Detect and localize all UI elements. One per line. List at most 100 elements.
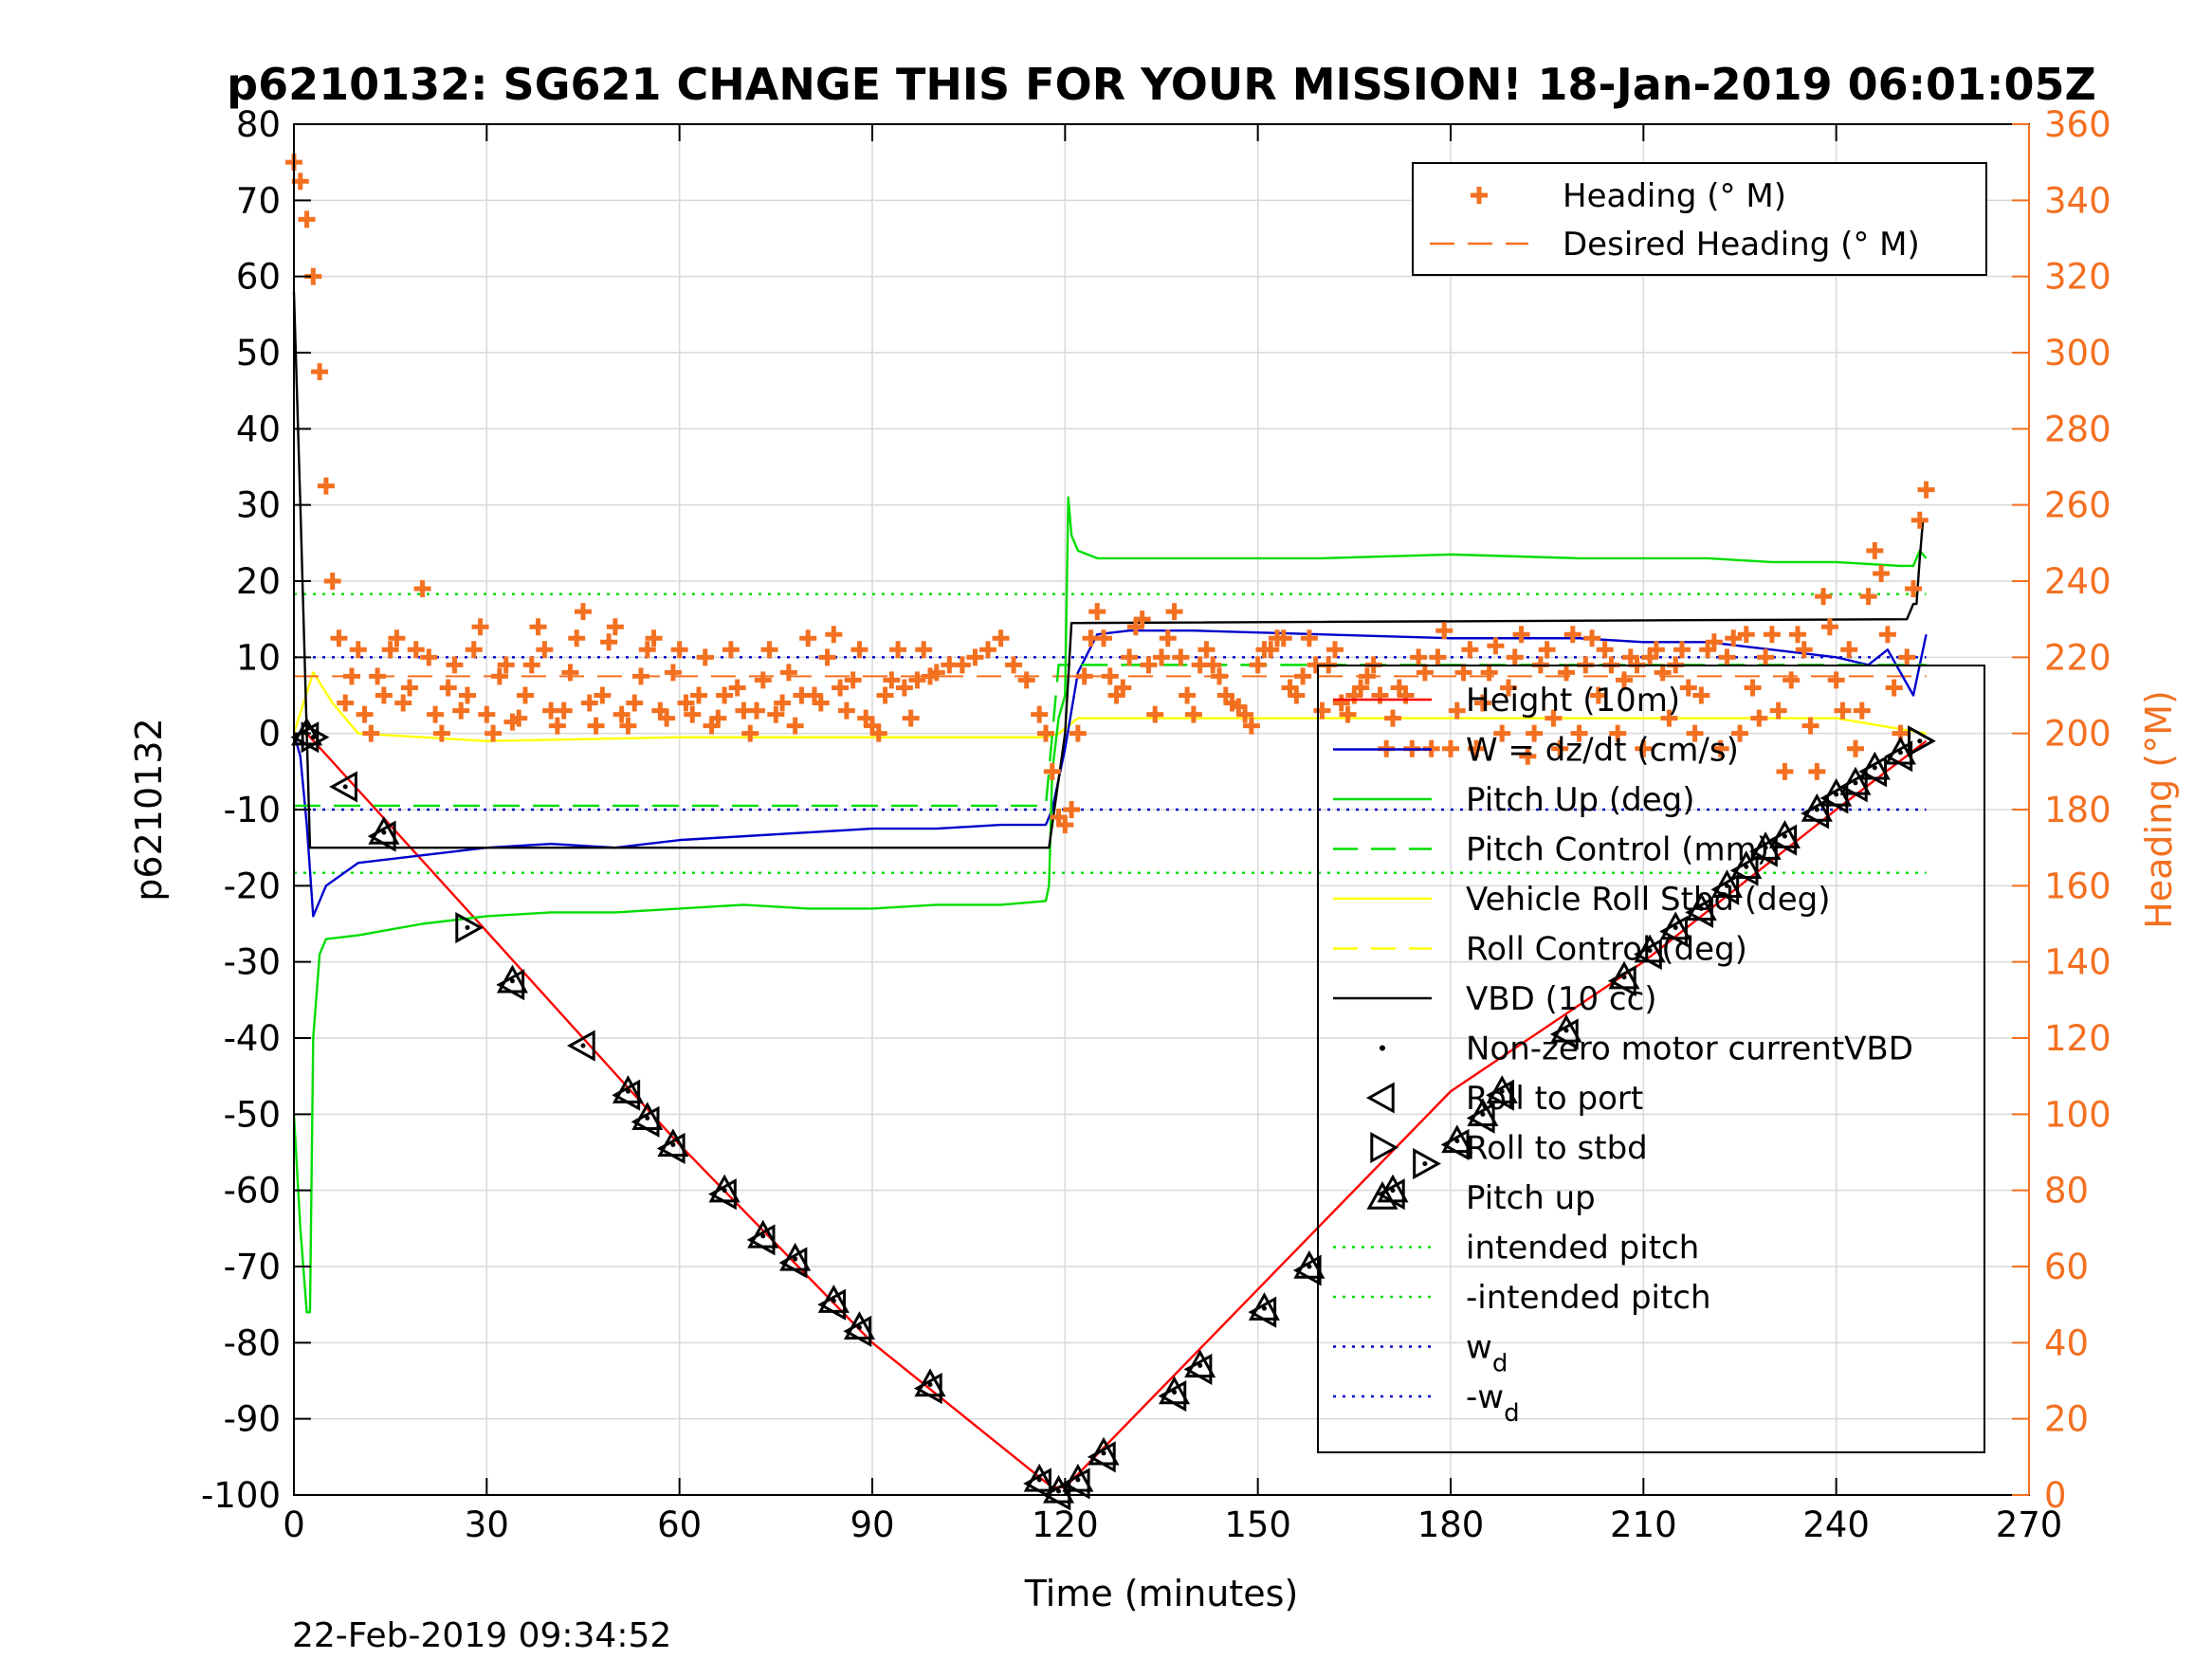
marker-left xyxy=(1466,1102,1495,1134)
heading-point xyxy=(317,477,335,495)
x-tick-label: 240 xyxy=(1802,1504,1870,1545)
heading-point xyxy=(1146,705,1164,723)
y-tick-label-left: 70 xyxy=(236,180,281,221)
x-tick-label: 30 xyxy=(465,1504,509,1545)
heading-point xyxy=(1782,671,1801,689)
heading-point xyxy=(1358,667,1376,685)
motor-current-dot xyxy=(856,1324,862,1330)
heading-point xyxy=(908,671,926,689)
marker-left xyxy=(290,721,320,754)
motor-current-dot xyxy=(1782,833,1787,839)
heading-point xyxy=(1184,705,1202,723)
y-axis-label-left: p6210132 xyxy=(128,718,170,901)
legend-label: Heading (° M) xyxy=(1563,177,1786,215)
heading-point xyxy=(1031,705,1049,723)
heading-point xyxy=(1609,724,1627,742)
motor-current-dot xyxy=(1897,750,1903,756)
marker-up xyxy=(1366,1180,1398,1210)
motor-current-dot xyxy=(1454,1138,1460,1143)
heading-point xyxy=(1563,626,1581,644)
heading-point xyxy=(452,702,470,720)
heading-point xyxy=(522,656,540,674)
heading-point xyxy=(760,641,778,659)
motor-current-dot xyxy=(1075,1477,1081,1483)
heading-point xyxy=(1878,626,1896,644)
heading-point xyxy=(1776,762,1794,780)
marker-left xyxy=(566,1030,595,1062)
y-tick-label-right: 180 xyxy=(2044,790,2111,830)
heading-point xyxy=(741,724,759,742)
heading-point xyxy=(626,694,644,712)
heading-point xyxy=(465,641,483,659)
heading-point xyxy=(1815,588,1833,606)
y-tick-label-right: 20 xyxy=(2044,1399,2089,1440)
heading-point xyxy=(1133,611,1151,629)
heading-point xyxy=(1005,656,1023,674)
axis-ticks: 0 30 60 90 120 150 180 210 240 270-100-90-80-70-6… xyxy=(201,104,2111,1545)
heading-point xyxy=(1808,762,1826,780)
heading-point xyxy=(1288,686,1306,704)
heading-point xyxy=(1526,724,1544,742)
motor-current-dot xyxy=(1763,845,1768,850)
heading-point xyxy=(1075,667,1093,685)
heading-point xyxy=(311,363,329,381)
heading-point xyxy=(779,664,797,682)
motor-current-dot xyxy=(1834,792,1839,797)
heading-point xyxy=(1873,564,1891,582)
heading-point xyxy=(323,573,341,590)
heading-point xyxy=(1487,637,1505,655)
heading-point xyxy=(658,709,676,727)
legend-label: W = dz/dt (cm/s) xyxy=(1466,732,1739,770)
motor-current-dot xyxy=(1422,1161,1428,1167)
heading-point xyxy=(1847,739,1864,757)
heading-point xyxy=(915,641,933,659)
series-vbd-10-cc- xyxy=(292,291,1927,849)
marker-left xyxy=(1087,1441,1116,1473)
heading-point xyxy=(375,686,393,704)
heading-point xyxy=(1596,641,1614,659)
heading-point xyxy=(850,641,868,659)
marker-left xyxy=(496,969,525,1001)
y-tick-label-left: 80 xyxy=(236,104,281,145)
heading-point xyxy=(774,694,792,712)
heading-point xyxy=(1910,511,1929,529)
heading-point xyxy=(1827,671,1845,689)
heading-point xyxy=(1558,664,1575,682)
y-tick-label-left: -50 xyxy=(224,1094,281,1135)
heading-point xyxy=(1211,667,1228,685)
heading-point xyxy=(664,664,682,682)
heading-point xyxy=(709,709,727,727)
heading-point xyxy=(407,641,425,659)
heading-point xyxy=(330,629,348,647)
heading-point xyxy=(548,717,566,735)
heading-point xyxy=(381,641,399,659)
legend-label: Non-zero motor currentVBD xyxy=(1466,1030,1913,1068)
heading-point xyxy=(1820,618,1838,636)
marker-left xyxy=(1838,771,1868,803)
heading-point xyxy=(1442,739,1459,757)
y-tick-label-right: 260 xyxy=(2044,485,2111,526)
heading-point xyxy=(1538,641,1556,659)
heading-point xyxy=(684,705,702,723)
heading-point xyxy=(645,629,663,647)
legend-label: Pitch Up (deg) xyxy=(1466,781,1694,819)
marker-left xyxy=(1023,1468,1051,1500)
y-tick-label-right: 100 xyxy=(2044,1094,2111,1135)
heading-point xyxy=(632,667,649,685)
y-tick-label-right: 220 xyxy=(2044,637,2111,678)
heading-point xyxy=(953,656,971,674)
motor-current-dot xyxy=(1056,1488,1062,1494)
y-tick-label-right: 120 xyxy=(2044,1018,2111,1059)
marker-left xyxy=(1248,1296,1277,1328)
x-tick-label: 60 xyxy=(657,1504,702,1545)
heading-point xyxy=(1635,739,1653,757)
x-tick-label: 90 xyxy=(850,1504,894,1545)
heading-point xyxy=(1172,648,1190,666)
motor-current-dot xyxy=(1101,1450,1106,1456)
y-axis-label-right: Heading (°M) xyxy=(2138,690,2180,929)
heading-point xyxy=(1905,580,1922,598)
heading-point xyxy=(1063,801,1081,818)
marker-right xyxy=(1370,1131,1399,1164)
heading-point xyxy=(818,648,836,666)
motor-current-dot xyxy=(831,1298,836,1304)
